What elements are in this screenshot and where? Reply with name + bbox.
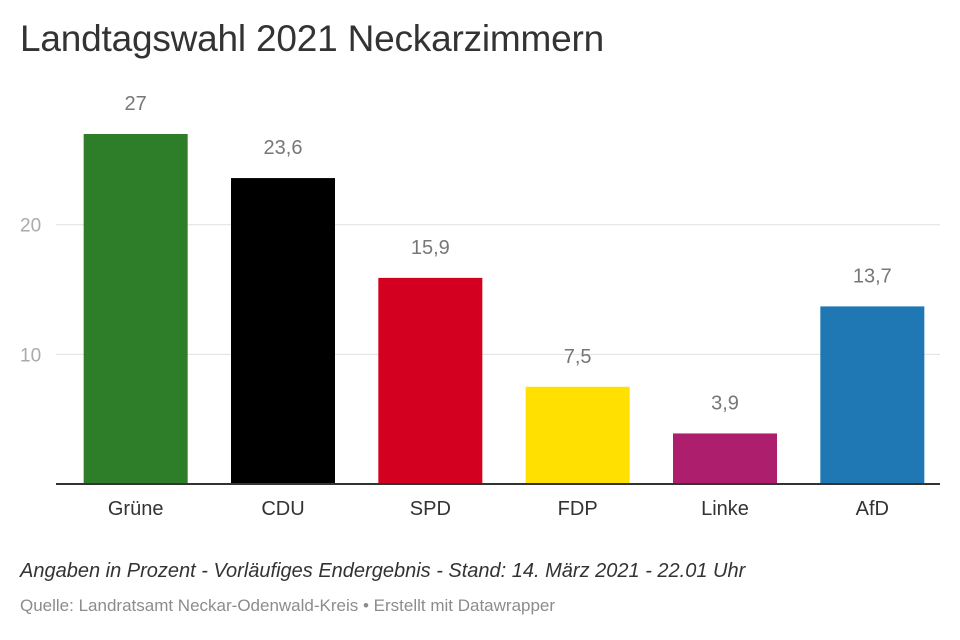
category-label: FDP	[558, 498, 598, 520]
value-label: 27	[125, 93, 147, 115]
category-label: Linke	[701, 498, 749, 520]
value-label: 7,5	[564, 346, 592, 368]
value-label: 3,9	[711, 392, 739, 414]
chart-title: Landtagswahl 2021 Neckarzimmern	[20, 18, 605, 59]
bar	[820, 306, 925, 484]
bar	[378, 277, 483, 484]
value-label: 13,7	[853, 265, 892, 287]
value-label: 15,9	[411, 237, 450, 259]
bar	[673, 433, 777, 484]
y-tick-label: 10	[20, 345, 41, 366]
value-label: 23,6	[264, 137, 303, 159]
category-label: CDU	[261, 498, 304, 520]
chart-source: Quelle: Landratsamt Neckar-Odenwald-Krei…	[20, 596, 556, 615]
bar	[525, 386, 630, 484]
category-label: Grüne	[108, 498, 164, 520]
bar	[231, 178, 335, 484]
chart-notes: Angaben in Prozent - Vorläufiges Enderge…	[20, 560, 746, 582]
category-label: AfD	[856, 498, 889, 520]
category-label: SPD	[410, 498, 451, 520]
bar	[83, 134, 188, 484]
y-tick-label: 20	[20, 216, 41, 237]
